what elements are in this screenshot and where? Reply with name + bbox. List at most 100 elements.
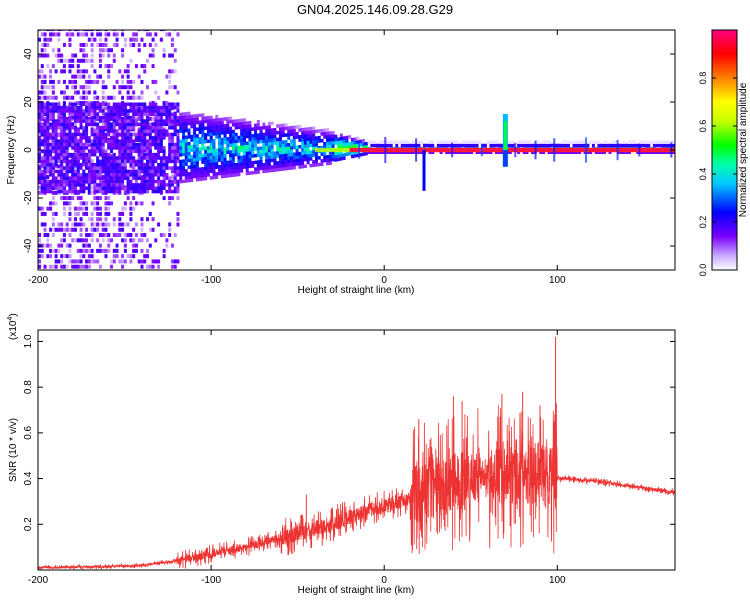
- spectrogram-cell: [62, 152, 66, 157]
- spectrogram-cell: [40, 159, 44, 164]
- spectrogram-cell: [204, 160, 208, 164]
- spectrogram-cell: [60, 53, 64, 58]
- spectrogram-cell: [65, 116, 69, 121]
- spectrogram-cell: [90, 173, 94, 177]
- spectrogram-cell: [314, 163, 318, 167]
- spectrogram-cell: [104, 119, 108, 123]
- spectrogram-cell: [162, 156, 166, 160]
- spectrogram-cell: [51, 102, 55, 106]
- spectrogram-cell: [215, 175, 219, 179]
- spectrogram-cell: [140, 64, 144, 69]
- spectrogram-cell: [168, 53, 172, 58]
- spectrogram-cell: [237, 159, 241, 163]
- spectrogram-cell: [226, 174, 230, 178]
- spectrogram-cell: [234, 132, 238, 137]
- spectrogram-cell: [140, 105, 144, 110]
- spectrogram-cell: [179, 112, 183, 117]
- spectrogram-cell: [312, 163, 316, 168]
- spectrogram-cell: [157, 109, 161, 113]
- spectrogram-cell: [118, 222, 122, 227]
- spectrogram-cell: [265, 128, 269, 133]
- spectrogram-cell: [270, 168, 274, 173]
- spectrogram-cell: [93, 173, 97, 177]
- spectrogram-cell: [134, 173, 138, 177]
- spectrogram-cell: [154, 142, 158, 147]
- spectrogram-cell: [212, 132, 216, 136]
- spectrogram-cell: [98, 119, 102, 123]
- spectrogram-cell: [339, 140, 343, 144]
- spectrogram-cell: [292, 165, 296, 170]
- spectrogram-cell: [126, 79, 130, 84]
- spectrogram-cell: [204, 139, 208, 144]
- spectrogram-cell: [483, 143, 487, 148]
- spectrogram-cell: [284, 133, 288, 137]
- spectrogram-cell: [57, 115, 61, 120]
- spectrogram-cell: [49, 156, 53, 160]
- spectrogram-cell: [134, 132, 138, 137]
- spectrogram-cell: [121, 79, 125, 84]
- spectrogram-cell: [137, 109, 141, 113]
- spectrogram-cell: [85, 206, 89, 211]
- spectrogram-cell: [245, 131, 249, 135]
- spectrogram-cell: [79, 259, 83, 264]
- spectrogram-cell: [65, 227, 69, 232]
- spectrogram-cell: [148, 132, 152, 137]
- spectrogram-cell: [68, 162, 72, 167]
- spectrogram-cell: [353, 150, 357, 155]
- spectrogram-cell: [212, 172, 216, 176]
- spectrogram-cell: [151, 136, 155, 140]
- spectrogram-cell: [179, 146, 183, 150]
- spectrogram-cell: [223, 157, 227, 162]
- spectrogram-cell: [129, 142, 133, 147]
- spectrogram-cell: [287, 143, 291, 147]
- spectrogram-cell: [137, 42, 141, 47]
- spectrogram-cell: [157, 264, 161, 269]
- spectrogram-cell: [51, 159, 55, 164]
- spectrogram-cell: [154, 115, 158, 120]
- spectrogram-cell: [146, 119, 150, 123]
- spectrogram-cell: [115, 79, 119, 84]
- spectrogram-cell: [290, 139, 294, 143]
- spectrogram-cell: [287, 153, 291, 157]
- spectrogram-cell: [182, 166, 186, 170]
- spectrogram-cell: [134, 169, 138, 174]
- spectrogram-y-tick-label: 20: [23, 96, 34, 108]
- spectrogram-cell: [206, 159, 210, 164]
- spectrogram-cell: [146, 173, 150, 177]
- spectrogram-cell: [168, 166, 172, 170]
- spectrogram-cell: [46, 30, 50, 32]
- spectrogram-cell: [112, 32, 116, 37]
- spectrogram-cell: [46, 146, 50, 150]
- spectrogram-cell: [104, 112, 108, 117]
- spectrogram-cell: [201, 160, 205, 164]
- spectrogram-cell: [262, 149, 266, 153]
- spectrogram-cell: [62, 119, 66, 123]
- spectrogram-cell: [176, 196, 180, 201]
- spectrogram-cell: [49, 85, 53, 90]
- spectrogram-cell: [101, 162, 105, 167]
- spectrogram-cell: [121, 183, 125, 187]
- spectrogram-cell: [40, 42, 44, 47]
- spectrogram-cell: [157, 136, 161, 140]
- spectrogram-cell: [65, 126, 69, 130]
- spectrogram-cell: [273, 127, 277, 132]
- spectrogram-cell: [176, 259, 180, 264]
- spectrogram-cell: [165, 132, 169, 137]
- spectrogram-cell: [112, 233, 116, 238]
- spectrogram-cell: [54, 152, 58, 157]
- spectrogram-cell: [248, 124, 252, 128]
- spectrogram-cell: [46, 126, 50, 130]
- spectrogram-cell: [267, 142, 271, 146]
- spectrogram-cell: [38, 102, 41, 106]
- spectrogram-cell: [162, 162, 166, 167]
- spectrogram-cell: [126, 169, 130, 174]
- spectrogram-cell: [68, 196, 72, 201]
- spectrogram-cell: [198, 140, 202, 145]
- spectrogram-cell: [494, 140, 498, 144]
- spectrogram-cell: [46, 183, 50, 187]
- spectrogram-cell: [51, 48, 55, 53]
- spectrogram-cell: [594, 140, 598, 144]
- spectrogram-cell: [278, 140, 282, 145]
- spectrogram-cell: [79, 126, 83, 130]
- spectrogram-cell: [60, 111, 64, 116]
